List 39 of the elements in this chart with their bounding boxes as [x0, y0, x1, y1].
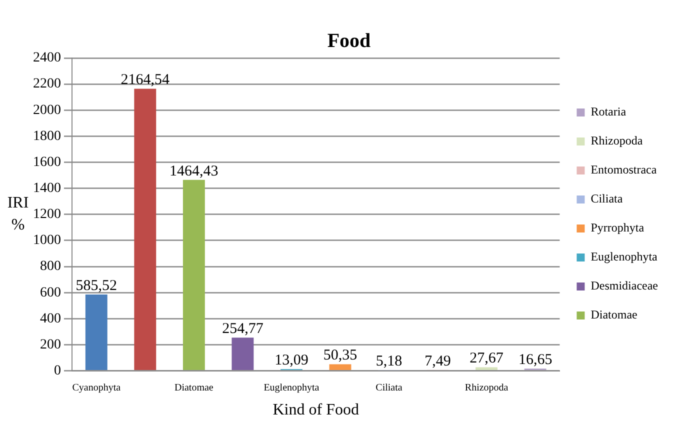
- data-label: 27,67: [470, 350, 504, 367]
- y-tick-label: 2200: [33, 76, 61, 92]
- data-label: 13,09: [274, 352, 308, 369]
- y-tick-label: 1800: [33, 128, 61, 144]
- data-label: 16,65: [518, 352, 552, 368]
- data-label: 2164,54: [120, 72, 170, 88]
- legend-label: Pyrrophyta: [590, 220, 645, 235]
- y-tick-label: 200: [40, 337, 61, 352]
- y-tick-label: 1000: [33, 233, 61, 248]
- data-label: 585,52: [76, 278, 118, 294]
- x-tick-label: Euglenophyta: [264, 382, 320, 394]
- y-tick-label: 2000: [33, 102, 61, 118]
- legend-label: Diatomae: [590, 308, 638, 322]
- legend-label: Ciliata: [590, 192, 624, 206]
- legend-label: Entomostraca: [590, 162, 658, 177]
- x-tick-label: Ciliata: [376, 382, 403, 394]
- data-label: 1464,43: [170, 163, 218, 180]
- y-axis-title: IRI %: [7, 194, 29, 234]
- y-tick-label: 0: [54, 363, 61, 378]
- x-tick-label: Rhizopoda: [464, 382, 509, 394]
- data-label: 5,18: [376, 354, 402, 370]
- y-tick-label: 1200: [33, 207, 61, 222]
- y-tick-label: 1600: [33, 154, 61, 170]
- legend-label: Rhizopoda: [590, 134, 644, 148]
- y-tick-label: 800: [40, 259, 61, 274]
- chart-title: Food: [327, 30, 371, 52]
- y-tick-label: 2400: [33, 50, 61, 66]
- data-label: 254,77: [222, 321, 264, 338]
- x-tick-label: Diatomae: [174, 382, 214, 394]
- legend-label: Rotaria: [590, 104, 627, 119]
- y-tick-label: 600: [40, 285, 61, 300]
- x-axis-title: Kind of Food: [272, 402, 359, 419]
- data-label: 50,35: [323, 348, 358, 364]
- legend-label: Desmidiaceae: [590, 278, 658, 293]
- legend-label: Euglenophyta: [590, 250, 658, 264]
- x-tick-label: Cyanophyta: [72, 382, 122, 394]
- y-tick-label: 1400: [33, 181, 61, 196]
- data-label: 7,49: [424, 353, 451, 370]
- y-tick-label: 400: [40, 311, 61, 326]
